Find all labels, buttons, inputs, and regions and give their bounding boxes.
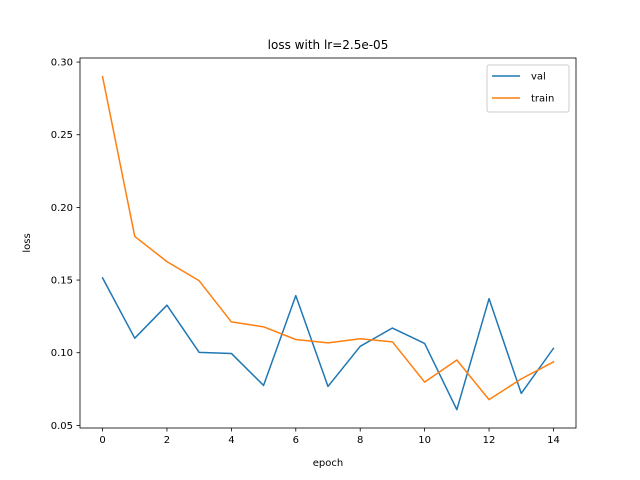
y-tick-label: 0.10 (51, 348, 73, 359)
y-tick-label: 0.25 (51, 130, 73, 141)
x-tick-label: 10 (418, 435, 431, 446)
legend: val train (486, 64, 570, 113)
x-tick-label: 6 (293, 435, 299, 446)
chart-title: loss with lr=2.5e-05 (268, 38, 389, 52)
legend-label-train: train (531, 94, 554, 105)
series-line-train (101, 75, 555, 401)
y-tick-label: 0.15 (51, 276, 73, 287)
series-layer (101, 75, 555, 411)
legend-label-val: val (531, 72, 546, 83)
ticks-layer: 0 2 4 6 8 10 12 14 0.05 0.10 0.15 0.20 0.25 0.30 (51, 58, 560, 446)
axes-frame (79, 57, 577, 429)
y-axis-label: loss (22, 233, 33, 252)
x-tick-label: 12 (483, 435, 496, 446)
x-tick-label: 8 (357, 435, 363, 446)
x-axis-label: epoch (313, 458, 343, 469)
legend-box (486, 64, 570, 113)
y-tick-label: 0.20 (51, 203, 73, 214)
series-line-val (101, 276, 555, 411)
x-tick-label: 2 (164, 435, 170, 446)
axes-background (80, 58, 576, 428)
y-tick-label: 0.30 (51, 58, 73, 69)
y-tick-label: 0.05 (51, 421, 73, 432)
x-tick-label: 4 (228, 435, 234, 446)
x-tick-label: 0 (99, 435, 105, 446)
x-tick-label: 14 (547, 435, 560, 446)
